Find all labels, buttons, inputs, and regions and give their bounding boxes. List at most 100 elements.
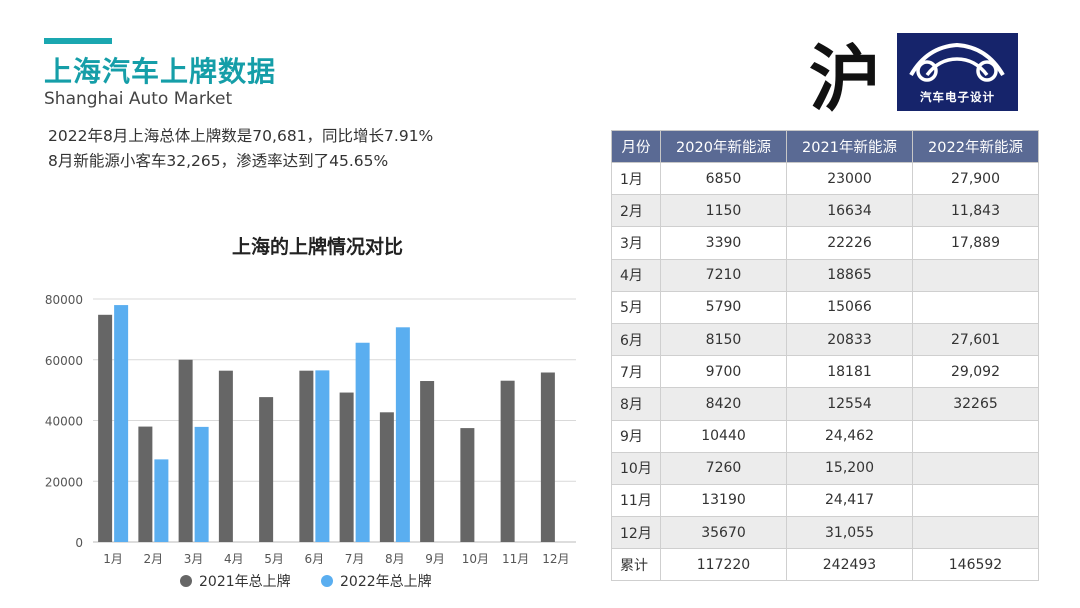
table-value-cell (912, 451, 1039, 485)
table-value-cell: 12554 (786, 387, 913, 421)
table-value-cell: 32265 (912, 387, 1039, 421)
nev-table: 月份 2020年新能源 2021年新能源 2022年新能源 1月 6850 23000 27… (611, 130, 1039, 582)
table-month-cell: 7月 (611, 355, 661, 389)
table-month-cell: 11月 (611, 483, 661, 518)
bar-2021 (138, 426, 153, 542)
table-row: 累计 117220 242493 146592 (611, 548, 1039, 582)
table-month-cell: 累计 (611, 548, 661, 582)
table-value-cell: 242493 (786, 548, 913, 582)
table-month-cell: 12月 (611, 516, 661, 550)
table-row: 7月 9700 18181 29,092 (611, 355, 1039, 389)
table-value-cell (912, 483, 1039, 518)
table-value-cell: 3390 (660, 226, 787, 260)
bar-2021 (218, 370, 233, 542)
table-row: 3月 3390 22226 17,889 (611, 226, 1039, 260)
table-month-cell: 6月 (611, 322, 661, 357)
table-value-cell: 8420 (660, 387, 787, 421)
table-row: 10月 7260 15,200 (611, 451, 1039, 485)
bar-2022 (355, 342, 370, 542)
bar-2022 (395, 327, 410, 542)
table-header-cell: 月份 (611, 130, 661, 163)
y-tick-label: 40000 (45, 415, 83, 429)
table-value-cell: 27,900 (912, 161, 1039, 196)
page-subtitle: Shanghai Auto Market (44, 89, 233, 109)
x-tick-label: 2月 (144, 552, 164, 566)
x-tick-label: 9月 (425, 552, 445, 566)
table-row: 11月 13190 24,417 (611, 483, 1039, 518)
table-month-cell: 2月 (611, 194, 661, 228)
table-value-cell (912, 290, 1039, 324)
table-value-cell: 13190 (660, 483, 787, 518)
legend-label-2022: 2022年总上牌 (340, 573, 432, 590)
bar-2021 (178, 359, 193, 542)
legend-marker-2021 (180, 575, 192, 587)
x-tick-label: 3月 (184, 552, 204, 566)
table-header-row: 月份 2020年新能源 2021年新能源 2022年新能源 (611, 130, 1039, 163)
table-value-cell: 7210 (660, 258, 787, 292)
table-month-cell: 4月 (611, 258, 661, 292)
brand-logo-text: 汽车电子设计 (920, 90, 995, 104)
x-tick-label: 4月 (224, 552, 244, 566)
page-title: 上海汽车上牌数据 (44, 55, 277, 88)
table-row: 1月 6850 23000 27,900 (611, 161, 1039, 196)
table-value-cell: 24,462 (786, 419, 913, 453)
table-value-cell: 29,092 (912, 355, 1039, 389)
table-value-cell: 35670 (660, 516, 787, 550)
bar-2022 (114, 305, 129, 542)
bar-2021 (500, 380, 515, 542)
y-tick-label: 80000 (45, 293, 83, 307)
title-accent-bar (44, 38, 112, 44)
x-tick-label: 1月 (103, 552, 123, 566)
legend-label-2021: 2021年总上牌 (199, 573, 291, 590)
table-row: 12月 35670 31,055 (611, 516, 1039, 550)
table-row: 2月 1150 16634 11,843 (611, 194, 1039, 228)
bar-2022 (315, 370, 330, 542)
table-value-cell: 10440 (660, 419, 787, 453)
x-tick-label: 5月 (264, 552, 284, 566)
chart-title: 上海的上牌情况对比 (231, 236, 403, 258)
table-month-cell: 5月 (611, 290, 661, 324)
table-row: 5月 5790 15066 (611, 290, 1039, 324)
table-value-cell: 7260 (660, 451, 787, 485)
table-value-cell: 18865 (786, 258, 913, 292)
table-value-cell (912, 419, 1039, 453)
bar-2021 (420, 381, 435, 542)
x-tick-label: 10月 (462, 552, 489, 566)
y-tick-label: 60000 (45, 354, 83, 368)
table-value-cell: 146592 (912, 548, 1039, 582)
table-row: 4月 7210 18865 (611, 258, 1039, 292)
bar-2021 (299, 370, 314, 542)
bar-2021 (259, 397, 274, 542)
bar-2022 (154, 459, 169, 542)
summary-text: 2022年8月上海总体上牌数是70,681，同比增长7.91% 8月新能源小客车… (48, 124, 433, 174)
table-value-cell: 5790 (660, 290, 787, 324)
table-value-cell: 20833 (786, 322, 913, 357)
table-value-cell: 17,889 (912, 226, 1039, 260)
table-month-cell: 1月 (611, 161, 661, 196)
table-value-cell: 16634 (786, 194, 913, 228)
table-value-cell: 31,055 (786, 516, 913, 550)
legend-marker-2022 (321, 575, 333, 587)
x-tick-label: 11月 (502, 552, 529, 566)
bar-2022 (194, 426, 209, 542)
table-row: 9月 10440 24,462 (611, 419, 1039, 453)
table-month-cell: 9月 (611, 419, 661, 453)
bar-2021 (460, 428, 475, 542)
table-value-cell: 15,200 (786, 451, 913, 485)
table-header-cell: 2021年新能源 (786, 130, 913, 163)
table-value-cell: 117220 (660, 548, 787, 582)
table-month-cell: 10月 (611, 451, 661, 485)
table-row: 8月 8420 12554 32265 (611, 387, 1039, 421)
table-value-cell: 24,417 (786, 483, 913, 518)
y-tick-label: 20000 (45, 475, 83, 489)
car-outline-icon (909, 42, 1005, 82)
table-value-cell: 15066 (786, 290, 913, 324)
table-header-cell: 2020年新能源 (660, 130, 787, 163)
table-value-cell: 9700 (660, 355, 787, 389)
bar-2021 (379, 412, 394, 542)
table-value-cell: 23000 (786, 161, 913, 196)
bar-2021 (540, 372, 555, 542)
x-tick-label: 8月 (385, 552, 405, 566)
table-value-cell (912, 258, 1039, 292)
table-value-cell: 27,601 (912, 322, 1039, 357)
